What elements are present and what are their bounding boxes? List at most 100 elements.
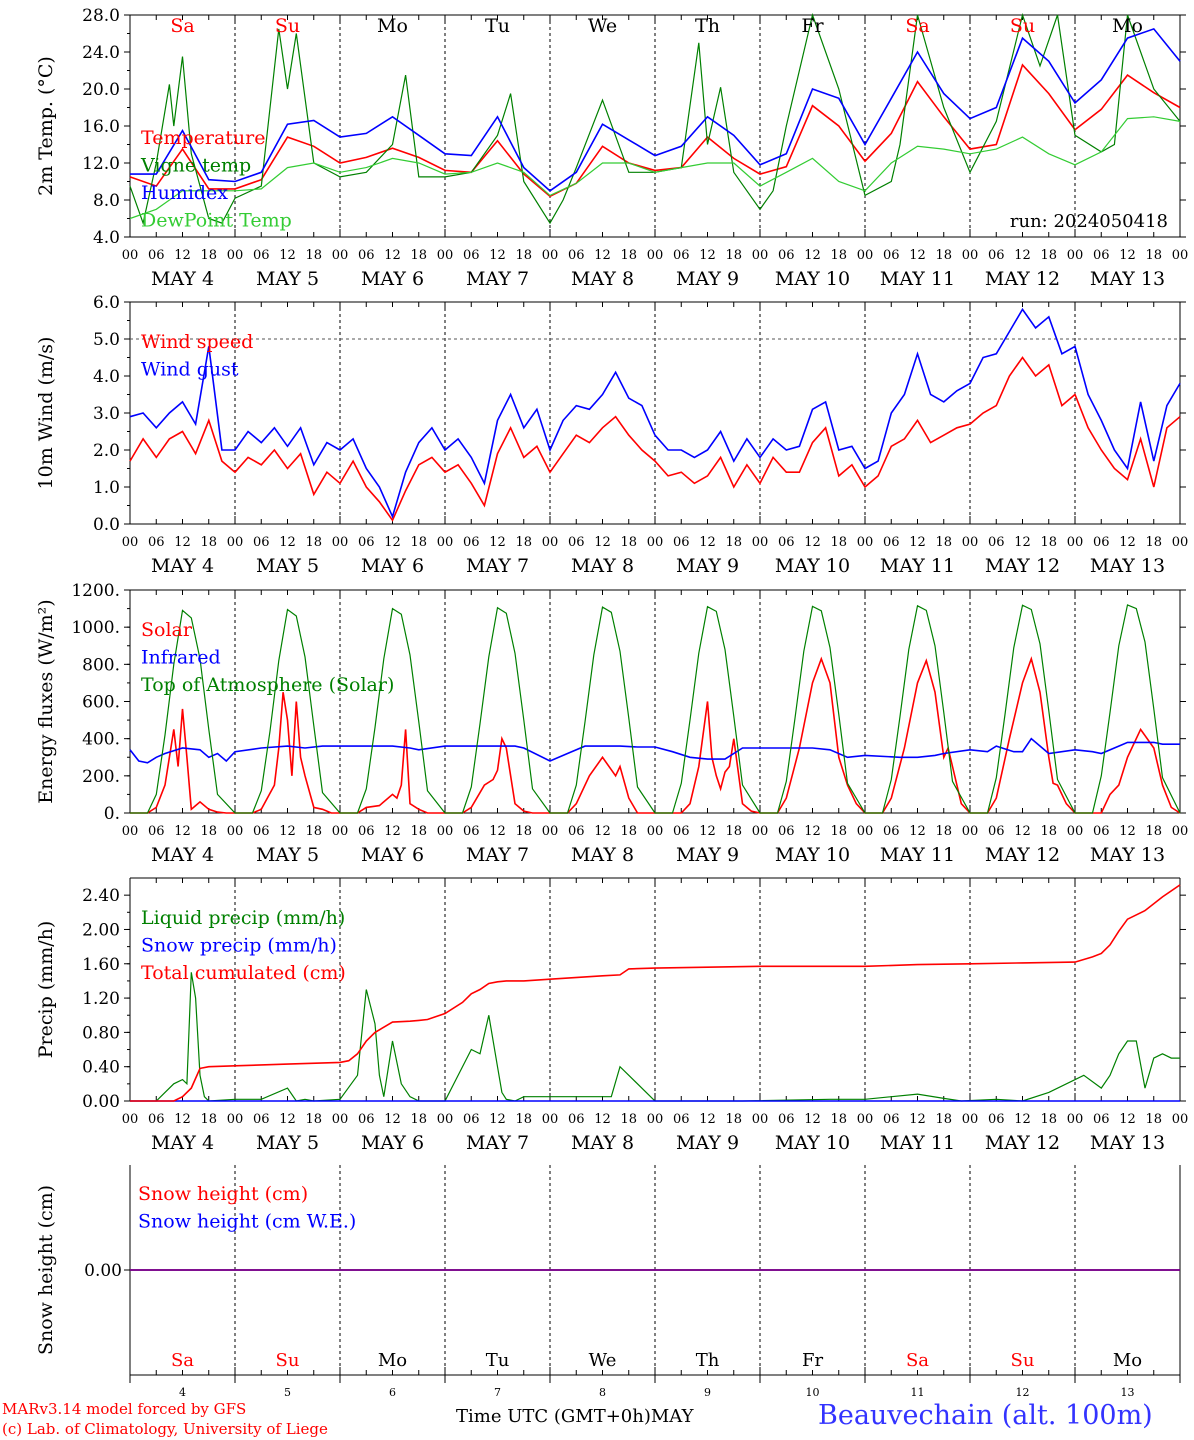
hour-label: 12 (1119, 535, 1136, 550)
hour-label: 12 (384, 535, 401, 550)
hour-label: 12 (699, 535, 716, 550)
hour-label: 12 (699, 248, 716, 263)
hour-label: 00 (752, 535, 769, 550)
legend-entry: Wind speed (141, 331, 253, 353)
series-line-top-of-atmosphere-solar- (130, 604, 1181, 814)
y-tick-label: 1.60 (82, 955, 120, 975)
hour-label: 06 (253, 824, 270, 839)
date-label: MAY 12 (985, 844, 1060, 866)
hour-label: 18 (305, 1112, 322, 1127)
hour-label: 18 (935, 535, 952, 550)
y-tick-label: 0.40 (82, 1058, 120, 1078)
x-axis-month: MAY (650, 1406, 694, 1427)
day-number: 13 (1121, 1386, 1135, 1399)
hour-label: 00 (1067, 535, 1084, 550)
hour-label: 00 (332, 1112, 349, 1127)
date-label: MAY 5 (256, 844, 319, 866)
y-tick-label: 28.0 (82, 6, 120, 26)
hour-label: 00 (542, 1112, 559, 1127)
day-name-top: Su (1010, 15, 1035, 37)
date-label: MAY 10 (775, 555, 850, 577)
hour-label: 06 (568, 535, 585, 550)
hour-label: 12 (594, 824, 611, 839)
hour-label: 06 (253, 1112, 270, 1127)
legend-entry: Snow height (cm) (138, 1183, 308, 1205)
date-label: MAY 13 (1090, 555, 1165, 577)
hour-label: 18 (1145, 1112, 1162, 1127)
hour-label: 18 (830, 535, 847, 550)
date-label: MAY 13 (1090, 844, 1165, 866)
hour-label: 06 (673, 248, 690, 263)
date-label: MAY 13 (1090, 268, 1165, 290)
date-label: MAY 4 (151, 844, 214, 866)
y-tick-label: 2.00 (82, 920, 120, 940)
date-label: MAY 4 (151, 1132, 214, 1154)
hour-label: 12 (804, 535, 821, 550)
day-name-top: Mo (377, 15, 408, 37)
day-name-bottom: Mo (1113, 1350, 1142, 1371)
hour-label: 00 (122, 248, 139, 263)
hour-label: 18 (515, 535, 532, 550)
hour-label: 06 (358, 535, 375, 550)
hour-label: 18 (830, 1112, 847, 1127)
hour-label: 00 (857, 535, 874, 550)
hour-label: 06 (463, 1112, 480, 1127)
hour-label: 06 (883, 535, 900, 550)
series-line-total-cumulated-cm- (130, 884, 1181, 1102)
hour-label: 00 (1172, 535, 1189, 550)
day-name-top: Su (275, 15, 300, 37)
hour-label: 00 (122, 535, 139, 550)
day-number: 10 (806, 1386, 820, 1399)
copyright: (c) Lab. of Climatology, University of L… (2, 1420, 328, 1438)
hour-label: 00 (857, 824, 874, 839)
legend-entry: Snow height (cm W.E.) (138, 1211, 356, 1233)
hour-label: 12 (174, 824, 191, 839)
hour-label: 00 (332, 248, 349, 263)
hour-label: 00 (752, 248, 769, 263)
hour-label: 00 (1067, 824, 1084, 839)
hour-label: 18 (200, 248, 217, 263)
y-tick-label: 0.0 (93, 515, 120, 535)
hour-label: 12 (489, 535, 506, 550)
y-tick-label: 4.0 (93, 367, 120, 387)
y-tick-label: 2.40 (82, 886, 120, 906)
hour-label: 06 (778, 248, 795, 263)
hour-label: 00 (542, 824, 559, 839)
legend-entry: Humidex (141, 182, 228, 204)
hour-label: 18 (410, 248, 427, 263)
hour-label: 00 (437, 535, 454, 550)
hour-label: 18 (620, 824, 637, 839)
y-axis-label: 2m Temp. (°C) (35, 56, 57, 196)
day-number: 4 (179, 1386, 186, 1399)
hour-label: 12 (279, 1112, 296, 1127)
hour-label: 00 (227, 824, 244, 839)
date-label: MAY 8 (571, 555, 634, 577)
hour-label: 06 (1093, 248, 1110, 263)
hour-label: 00 (1172, 1112, 1189, 1127)
hour-label: 12 (804, 1112, 821, 1127)
y-axis-label: Energy fluxes (W/m²) (35, 599, 57, 803)
hour-label: 12 (174, 535, 191, 550)
legend-entry: Top of Atmosphere (Solar) (141, 674, 394, 696)
hour-label: 06 (883, 824, 900, 839)
hour-label: 06 (358, 824, 375, 839)
date-label: MAY 9 (676, 555, 739, 577)
hour-label: 12 (489, 248, 506, 263)
y-axis-label: Precip (mm/h) (35, 921, 57, 1059)
date-label: MAY 7 (466, 268, 529, 290)
hour-label: 06 (988, 1112, 1005, 1127)
hour-label: 00 (857, 248, 874, 263)
x-axis-label: Time UTC (GMT+0h)MAY (456, 1406, 693, 1427)
hour-label: 06 (673, 1112, 690, 1127)
hour-label: 12 (804, 248, 821, 263)
day-name-top: Fr (801, 15, 824, 37)
hour-label: 00 (962, 248, 979, 263)
day-number: 9 (704, 1386, 711, 1399)
date-label: MAY 10 (775, 268, 850, 290)
date-label: MAY 8 (571, 1132, 634, 1154)
x-axis-title: Time UTC (GMT+0h) (456, 1406, 651, 1427)
hour-label: 00 (1172, 248, 1189, 263)
hour-label: 06 (673, 824, 690, 839)
day-name-top: We (588, 15, 617, 37)
hour-label: 18 (410, 824, 427, 839)
